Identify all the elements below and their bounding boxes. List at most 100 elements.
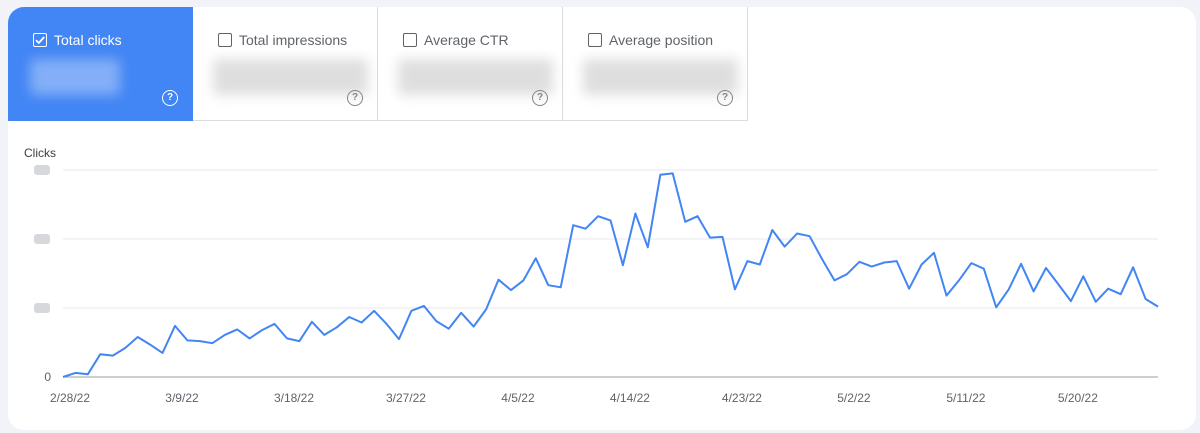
data-point[interactable] — [844, 271, 850, 277]
data-point[interactable] — [396, 336, 402, 342]
data-point[interactable] — [869, 264, 875, 270]
data-point[interactable] — [545, 282, 551, 288]
data-point[interactable] — [632, 210, 638, 216]
tile-average-position[interactable]: Average position ? — [563, 7, 748, 121]
data-point[interactable] — [1118, 291, 1124, 297]
tile-average-ctr[interactable]: Average CTR ? — [378, 7, 563, 121]
data-point[interactable] — [744, 258, 750, 264]
data-point[interactable] — [856, 259, 862, 265]
data-point[interactable] — [247, 335, 253, 341]
data-point[interactable] — [943, 293, 949, 299]
data-point[interactable] — [695, 213, 701, 219]
data-point[interactable] — [346, 314, 352, 320]
checkbox-icon[interactable] — [588, 33, 602, 47]
data-point[interactable] — [160, 350, 166, 356]
data-point[interactable] — [334, 324, 340, 330]
data-point[interactable] — [496, 277, 502, 283]
data-point[interactable] — [222, 332, 228, 338]
tile-total-impressions[interactable]: Total impressions ? — [193, 7, 378, 121]
data-point[interactable] — [321, 332, 327, 338]
data-point[interactable] — [831, 277, 837, 283]
data-point[interactable] — [421, 303, 427, 309]
data-point[interactable] — [1130, 264, 1136, 270]
data-point[interactable] — [1105, 286, 1111, 292]
data-point[interactable] — [209, 340, 215, 346]
data-point[interactable] — [296, 338, 302, 344]
data-point[interactable] — [993, 304, 999, 310]
data-point[interactable] — [608, 217, 614, 223]
data-point[interactable] — [670, 170, 676, 176]
data-point[interactable] — [259, 327, 265, 333]
data-point[interactable] — [85, 371, 91, 377]
data-point[interactable] — [234, 326, 240, 332]
tile-total-clicks[interactable]: Total clicks ? — [8, 7, 193, 121]
checkbox-checked-icon[interactable] — [33, 33, 47, 47]
data-point[interactable] — [272, 321, 278, 327]
data-point[interactable] — [881, 259, 887, 265]
data-point[interactable] — [558, 284, 564, 290]
data-point[interactable] — [1155, 304, 1161, 310]
data-point[interactable] — [707, 235, 713, 241]
data-point[interactable] — [97, 351, 103, 357]
data-point[interactable] — [682, 219, 688, 225]
data-point[interactable] — [384, 321, 390, 327]
data-point[interactable] — [135, 334, 141, 340]
data-point[interactable] — [757, 262, 763, 268]
data-point[interactable] — [931, 250, 937, 256]
data-point[interactable] — [595, 213, 601, 219]
data-point[interactable] — [433, 318, 439, 324]
data-point[interactable] — [956, 277, 962, 283]
data-point[interactable] — [520, 277, 526, 283]
data-point[interactable] — [197, 338, 203, 344]
data-point[interactable] — [657, 172, 663, 178]
checkbox-icon[interactable] — [218, 33, 232, 47]
data-point[interactable] — [645, 244, 651, 250]
data-point[interactable] — [1055, 282, 1061, 288]
data-point[interactable] — [1006, 286, 1012, 292]
data-point[interactable] — [1018, 261, 1024, 267]
data-point[interactable] — [570, 222, 576, 228]
data-point[interactable] — [894, 258, 900, 264]
data-point[interactable] — [359, 319, 365, 325]
data-point[interactable] — [371, 308, 377, 314]
data-point[interactable] — [620, 262, 626, 268]
data-point[interactable] — [819, 256, 825, 262]
data-point[interactable] — [919, 262, 925, 268]
data-point[interactable] — [1093, 299, 1099, 305]
data-point[interactable] — [184, 337, 190, 343]
help-icon[interactable]: ? — [717, 90, 733, 106]
data-point[interactable] — [1143, 296, 1149, 302]
data-point[interactable] — [72, 370, 78, 376]
data-point[interactable] — [471, 324, 477, 330]
data-point[interactable] — [122, 345, 128, 351]
data-point[interactable] — [732, 286, 738, 292]
data-point[interactable] — [807, 233, 813, 239]
data-point[interactable] — [1080, 273, 1086, 279]
data-point[interactable] — [1043, 265, 1049, 271]
checkbox-icon[interactable] — [403, 33, 417, 47]
data-point[interactable] — [1031, 288, 1037, 294]
data-point[interactable] — [794, 230, 800, 236]
data-point[interactable] — [782, 244, 788, 250]
data-point[interactable] — [769, 227, 775, 233]
data-point[interactable] — [458, 310, 464, 316]
data-point[interactable] — [172, 323, 178, 329]
help-icon[interactable]: ? — [532, 90, 548, 106]
data-point[interactable] — [533, 255, 539, 261]
data-point[interactable] — [110, 353, 116, 359]
data-point[interactable] — [906, 286, 912, 292]
data-point[interactable] — [483, 306, 489, 312]
data-point[interactable] — [446, 326, 452, 332]
data-point[interactable] — [1068, 298, 1074, 304]
data-point[interactable] — [981, 266, 987, 272]
help-icon[interactable]: ? — [347, 90, 363, 106]
data-point[interactable] — [968, 260, 974, 266]
data-point[interactable] — [147, 342, 153, 348]
data-point[interactable] — [719, 234, 725, 240]
data-point[interactable] — [408, 308, 414, 314]
data-point[interactable] — [508, 287, 514, 293]
help-icon[interactable]: ? — [162, 90, 178, 106]
data-point[interactable] — [60, 374, 66, 380]
data-point[interactable] — [309, 319, 315, 325]
data-point[interactable] — [284, 335, 290, 341]
